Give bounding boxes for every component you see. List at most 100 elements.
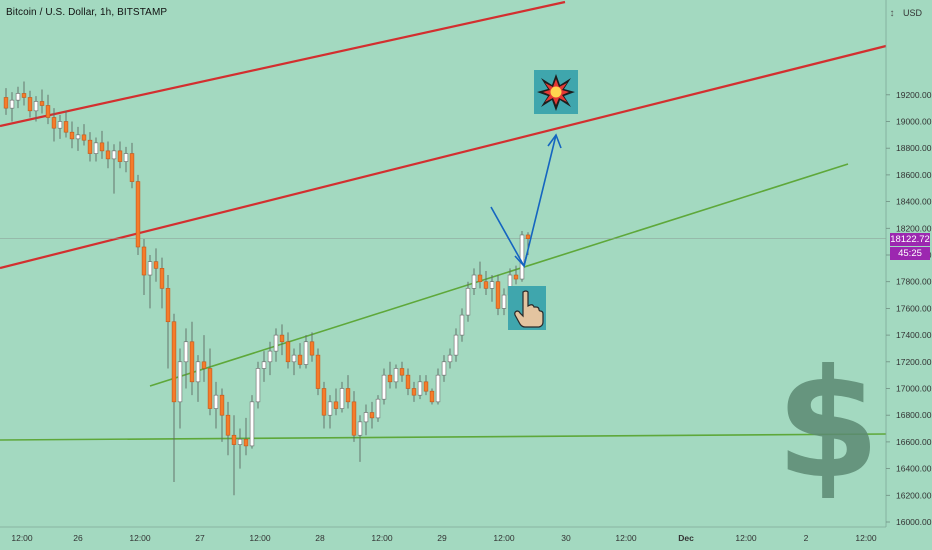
hand-shape xyxy=(514,290,544,328)
candle xyxy=(399,361,405,382)
upper-channel-line xyxy=(0,0,566,128)
candle-body xyxy=(489,281,495,289)
candle xyxy=(225,401,231,456)
candle-body xyxy=(333,401,339,409)
explosion-icon xyxy=(534,70,578,114)
candle xyxy=(63,110,69,138)
price-tick-label: 17000.00 xyxy=(896,384,932,394)
time-tick-label: 29 xyxy=(437,533,447,543)
candle-body xyxy=(525,234,531,240)
candles-layer xyxy=(3,81,531,496)
candle-body xyxy=(417,381,423,396)
candle-body xyxy=(477,274,483,282)
candle xyxy=(333,388,339,416)
candle xyxy=(33,96,39,122)
candle-body xyxy=(165,288,171,323)
rising-support-line xyxy=(149,163,849,387)
candle xyxy=(279,324,285,356)
candle xyxy=(183,328,189,389)
candle-body xyxy=(81,134,87,141)
trendlines-layer xyxy=(0,0,887,441)
candle xyxy=(429,388,435,405)
candle xyxy=(411,381,417,402)
time-tick-label: 26 xyxy=(73,533,83,543)
arrow-head-up xyxy=(547,133,562,149)
candle xyxy=(327,395,333,429)
candle-body xyxy=(177,361,183,403)
price-tick-label: 18600.00 xyxy=(896,170,932,180)
candle xyxy=(171,313,177,482)
candle xyxy=(93,137,99,162)
bar-countdown-badge: 45:25 xyxy=(890,246,930,260)
candle-body xyxy=(63,121,69,133)
candle-body xyxy=(309,341,315,356)
candle xyxy=(243,417,249,456)
candle-body xyxy=(69,131,75,140)
candle-body xyxy=(39,101,45,106)
horizontal-support-line xyxy=(0,433,887,441)
candle-body xyxy=(123,153,129,162)
candle xyxy=(375,395,381,422)
candle xyxy=(471,268,477,296)
candle xyxy=(513,265,519,285)
candle-body xyxy=(471,274,477,289)
candle xyxy=(489,275,495,302)
candle-body xyxy=(243,438,249,447)
candle-body xyxy=(411,388,417,396)
arrow-head-down xyxy=(514,253,528,268)
time-axis: 12:00 26 12:00 27 12:00 28 12:00 29 12:00 30 12:00… xyxy=(0,526,886,543)
candle-body xyxy=(519,234,525,280)
candle xyxy=(201,335,207,382)
explosion-burst-core xyxy=(550,86,562,98)
candle xyxy=(519,230,525,282)
price-tick-label: 16800.00 xyxy=(896,410,932,420)
candle-body xyxy=(117,150,123,162)
time-tick-label: Dec xyxy=(678,533,694,543)
candle-body xyxy=(273,334,279,352)
currency-label[interactable]: ↕ USD xyxy=(889,8,922,19)
time-tick-label: 12:00 xyxy=(493,533,515,543)
time-tick-label: 12:00 xyxy=(615,533,637,543)
candle xyxy=(357,415,363,462)
candle xyxy=(87,132,93,162)
candle xyxy=(3,88,9,115)
candle-body xyxy=(363,412,369,423)
candle-body xyxy=(291,354,297,363)
candle xyxy=(135,174,141,255)
candle-body xyxy=(33,101,39,112)
price-tick-label: 19200.00 xyxy=(896,90,932,100)
candle-body xyxy=(225,414,231,436)
candle-body xyxy=(429,390,435,403)
candle-body xyxy=(213,394,219,409)
candle xyxy=(153,248,159,282)
candle-body xyxy=(249,401,255,447)
candle xyxy=(423,375,429,396)
candle-body xyxy=(189,341,195,383)
candle xyxy=(147,255,153,309)
candle-body xyxy=(297,354,303,365)
candle-body xyxy=(387,374,393,383)
candle-body xyxy=(129,153,135,182)
time-tick-label: 12:00 xyxy=(371,533,393,543)
candle xyxy=(207,348,213,416)
candle xyxy=(81,124,87,146)
candle xyxy=(57,114,63,139)
candle xyxy=(165,275,171,369)
candle xyxy=(51,108,57,142)
candle xyxy=(453,328,459,362)
candle xyxy=(195,355,201,402)
candle xyxy=(213,381,219,429)
candle xyxy=(39,89,45,114)
dollar-sign-icon: $ xyxy=(776,338,880,512)
candle-body xyxy=(303,341,309,365)
candle-body xyxy=(237,438,243,445)
candle xyxy=(255,361,261,409)
price-tick-label: 19000.00 xyxy=(896,117,932,127)
candle-body xyxy=(255,368,261,403)
candle-body xyxy=(183,341,189,363)
time-tick-label: 12:00 xyxy=(249,533,271,543)
candle xyxy=(309,332,315,362)
candle-body xyxy=(375,398,381,419)
